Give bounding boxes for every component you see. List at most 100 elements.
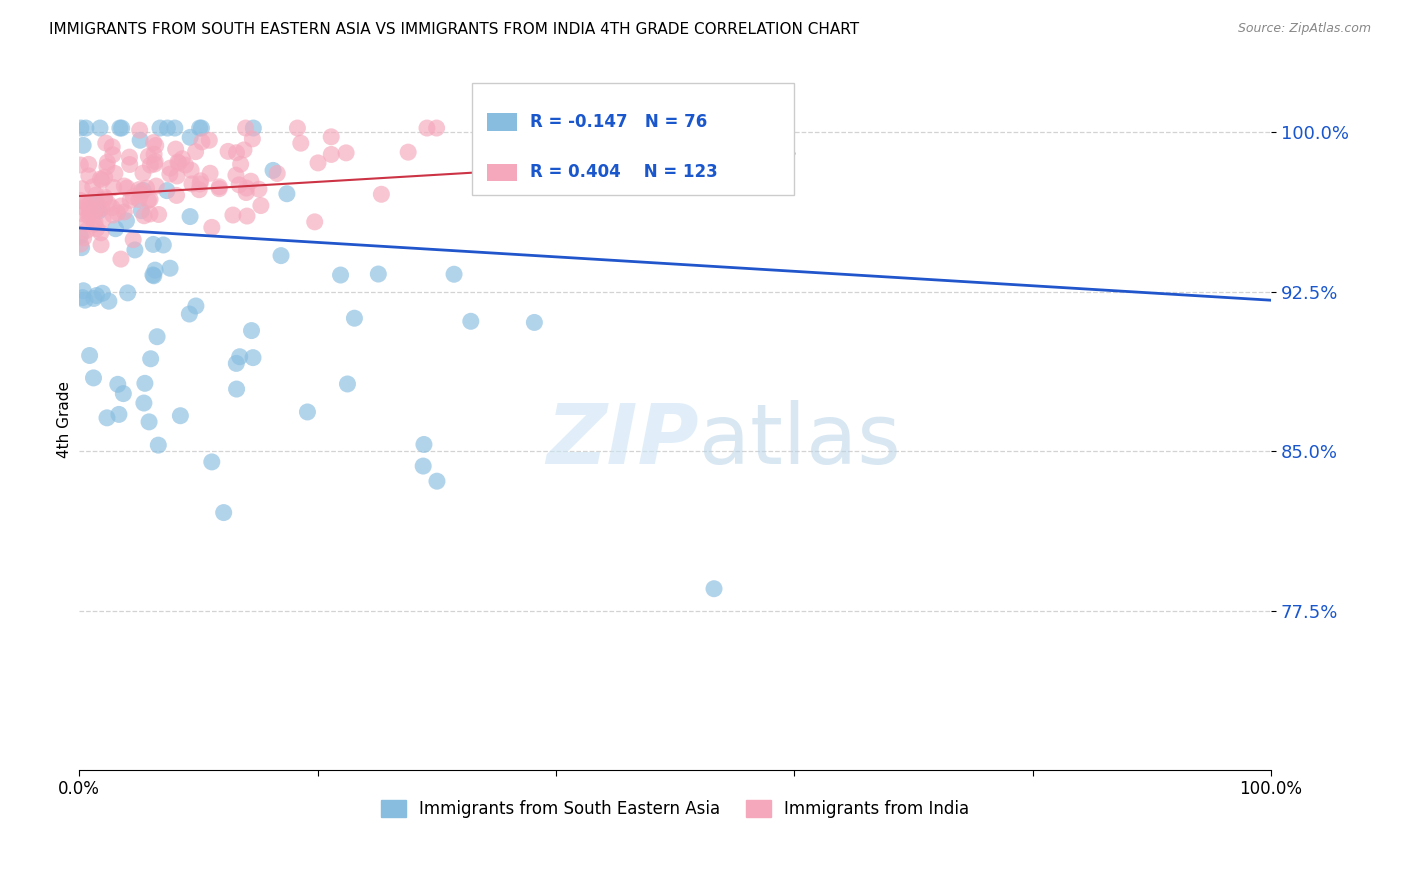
Point [82,371,104,385]
Point [82,180,104,194]
Point [118,157,141,171]
Point [460,314,482,328]
Point [76,223,98,237]
Point [166,169,188,183]
Point [69,229,91,244]
Point [135,181,157,195]
Point [143,147,166,161]
Point [146,329,169,343]
Point [287,121,309,136]
Point [142,268,165,282]
Point [367,267,389,281]
Point [131,203,153,218]
Point [228,350,250,364]
Point [76,196,98,211]
Point [149,121,172,136]
Point [229,157,252,171]
Point [145,179,167,194]
Point [104,221,127,235]
Y-axis label: 4th Grade: 4th Grade [58,381,72,458]
Point [93,192,115,206]
Point [72,138,94,153]
Point [129,187,152,202]
Point [166,155,188,169]
Point [107,206,129,220]
Point [235,186,257,200]
Point [86,222,108,236]
Point [201,220,224,235]
Point [179,307,201,321]
Point [172,152,194,166]
Point [118,150,141,164]
Point [225,168,247,182]
Point [84,202,107,217]
Point [426,121,449,136]
Point [190,174,212,188]
Point [159,161,181,176]
Point [77,169,100,183]
Point [70,241,93,255]
Point [70,121,93,136]
Text: R = -0.147   N = 76: R = -0.147 N = 76 [530,112,707,131]
Text: ZIP: ZIP [547,400,699,481]
Point [89,121,111,136]
Text: IMMIGRANTS FROM SOUTH EASTERN ASIA VS IMMIGRANTS FROM INDIA 4TH GRADE CORRELATIO: IMMIGRANTS FROM SOUTH EASTERN ASIA VS IM… [49,22,859,37]
Point [94,136,117,150]
Point [120,194,142,208]
Point [148,207,170,221]
Point [163,121,186,136]
Point [443,267,465,281]
FancyBboxPatch shape [486,113,516,130]
Point [239,174,262,188]
Point [142,136,165,150]
Point [184,299,207,313]
Point [128,183,150,197]
Point [110,252,132,266]
Point [77,209,100,223]
Point [156,121,179,136]
Point [122,189,145,203]
Point [103,180,125,194]
Point [139,207,162,221]
Point [108,408,131,422]
Point [169,409,191,423]
Point [242,132,264,146]
Point [188,121,211,136]
Point [96,155,118,169]
Point [523,315,546,329]
Point [416,121,439,136]
Point [236,209,259,223]
Point [270,249,292,263]
Point [90,173,112,187]
Point [212,506,235,520]
Point [112,205,135,219]
Point [343,311,366,326]
Point [134,376,156,391]
Point [83,217,105,231]
Point [396,145,419,160]
Text: R = 0.404    N = 123: R = 0.404 N = 123 [530,163,717,181]
Point [225,145,247,160]
Point [89,172,111,186]
Point [321,147,343,161]
Point [76,216,98,230]
Point [124,243,146,257]
Point [208,182,231,196]
Point [93,190,115,204]
Point [276,186,298,201]
Point [73,293,96,308]
Point [84,203,107,218]
Point [112,386,135,401]
Point [86,288,108,302]
Point [235,181,257,195]
Point [104,166,127,180]
Point [184,145,207,159]
Point [138,149,160,163]
Point [181,177,204,191]
Point [208,179,231,194]
Point [335,145,357,160]
Point [73,201,96,215]
Point [129,133,152,147]
Point [413,437,436,451]
Point [703,582,725,596]
